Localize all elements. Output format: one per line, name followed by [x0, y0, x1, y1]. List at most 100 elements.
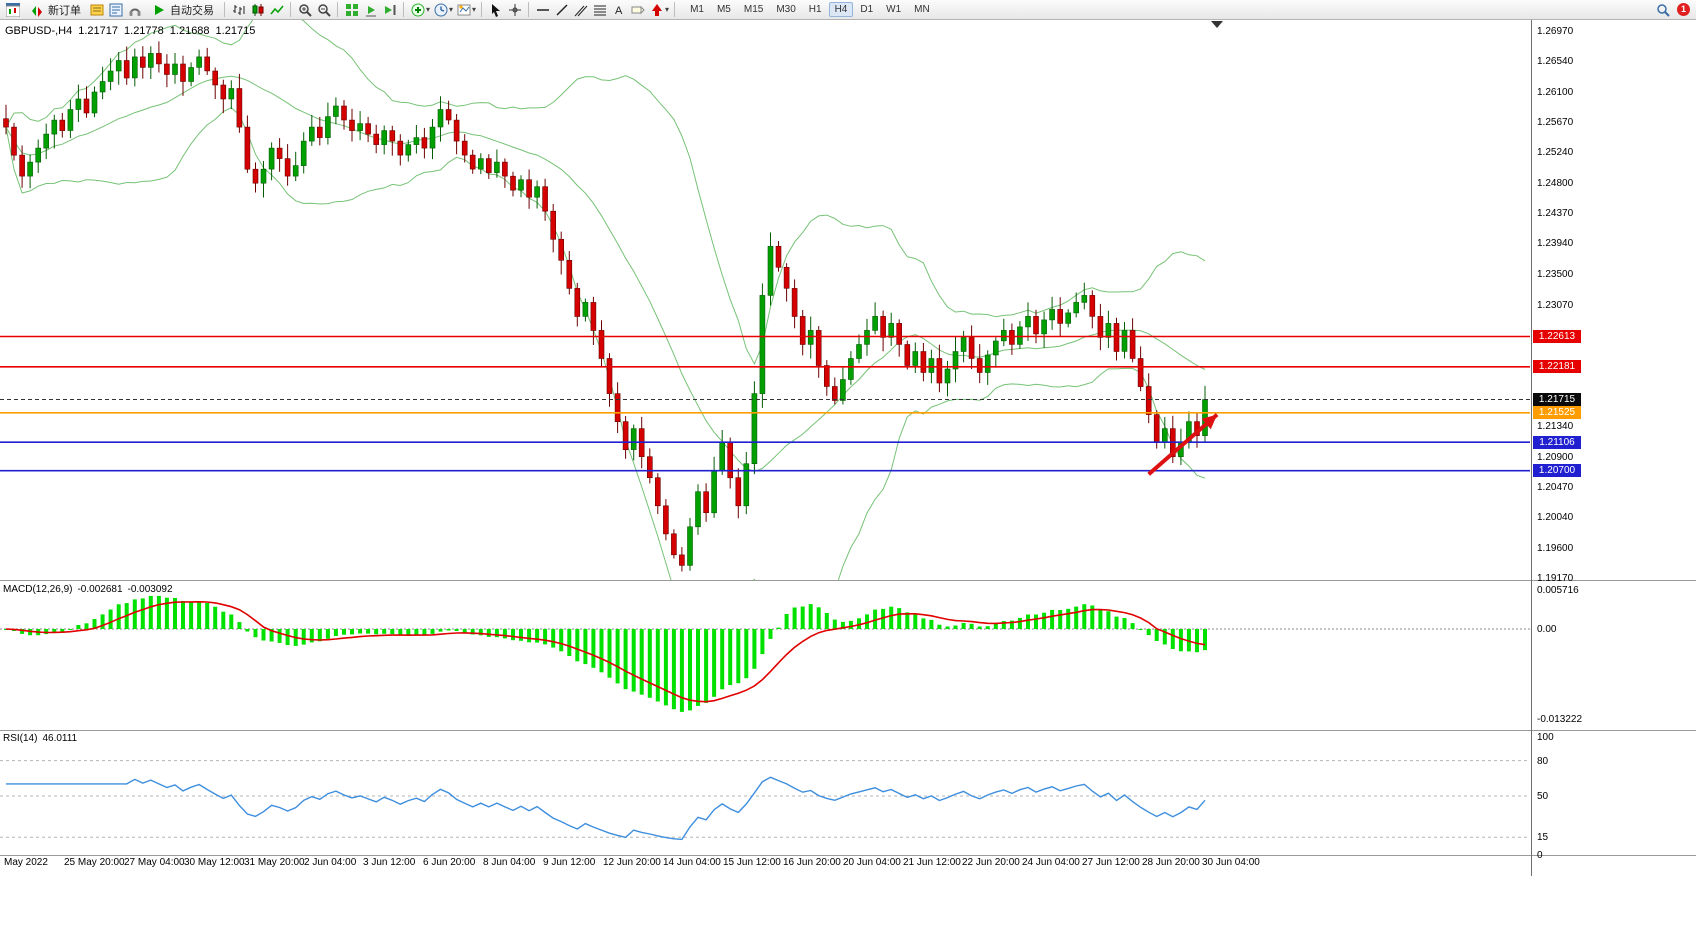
candle[interactable]	[671, 529, 677, 559]
candle[interactable]	[831, 377, 838, 405]
timeframe-MN[interactable]: MN	[914, 4, 930, 15]
line-chart-icon[interactable]	[268, 1, 285, 18]
candle[interactable]	[606, 353, 613, 407]
candle[interactable]	[445, 100, 452, 125]
candle[interactable]	[236, 73, 243, 133]
candle[interactable]	[711, 456, 717, 518]
candle[interactable]	[389, 125, 396, 156]
candle[interactable]	[188, 62, 194, 87]
candle[interactable]	[510, 171, 516, 197]
candle[interactable]	[429, 119, 436, 160]
candle[interactable]	[373, 124, 380, 154]
candle[interactable]	[365, 116, 371, 143]
candle[interactable]	[590, 296, 597, 345]
candle[interactable]	[220, 79, 227, 114]
candle[interactable]	[815, 326, 822, 378]
candle[interactable]	[751, 381, 758, 475]
candle[interactable]	[204, 47, 210, 75]
candle[interactable]	[888, 312, 895, 346]
timeframe-H1[interactable]: H1	[808, 4, 822, 15]
candle[interactable]	[558, 231, 565, 275]
candle[interactable]	[880, 310, 886, 352]
candle[interactable]	[341, 100, 347, 130]
candle[interactable]	[469, 149, 476, 174]
panel-separator[interactable]	[0, 730, 1696, 731]
candle[interactable]	[856, 334, 862, 364]
candle[interactable]	[421, 127, 428, 159]
candle[interactable]	[502, 158, 508, 188]
candle[interactable]	[11, 122, 17, 161]
candle[interactable]	[518, 175, 524, 198]
candle[interactable]	[494, 149, 500, 178]
zoom-in-icon[interactable]	[296, 1, 313, 18]
candle[interactable]	[333, 97, 339, 125]
text-label-icon[interactable]	[629, 1, 646, 18]
candle[interactable]	[1057, 297, 1063, 337]
candle[interactable]	[1025, 302, 1031, 341]
trendline-icon[interactable]	[553, 1, 570, 18]
chart-shift-marker[interactable]	[1211, 21, 1223, 28]
candle[interactable]	[614, 382, 621, 434]
candle[interactable]	[99, 66, 106, 100]
candle[interactable]	[775, 241, 782, 272]
notification-badge[interactable]: 1	[1677, 3, 1690, 16]
candle[interactable]	[437, 96, 444, 142]
templates-dropdown-caret[interactable]: ▾	[472, 5, 477, 14]
candle[interactable]	[783, 263, 790, 302]
candle[interactable]	[534, 180, 540, 209]
candle[interactable]	[622, 416, 629, 459]
candle[interactable]	[759, 283, 766, 408]
rsi-panel[interactable]	[0, 731, 1532, 855]
candle[interactable]	[1000, 318, 1007, 347]
candle[interactable]	[695, 484, 701, 535]
candle[interactable]	[1137, 346, 1144, 392]
market-watch-icon[interactable]	[88, 1, 105, 18]
candle[interactable]	[960, 330, 967, 363]
periods-icon[interactable]	[432, 1, 449, 18]
candle[interactable]	[35, 139, 42, 173]
candle[interactable]	[566, 251, 573, 295]
timeframe-D1[interactable]: D1	[860, 4, 874, 15]
candle[interactable]	[735, 468, 742, 519]
candle[interactable]	[1033, 309, 1039, 344]
candle[interactable]	[1162, 417, 1168, 449]
candle[interactable]	[550, 204, 557, 253]
candle[interactable]	[212, 67, 218, 100]
timeframe-M30[interactable]: M30	[776, 4, 796, 15]
candle[interactable]	[140, 46, 146, 79]
candle[interactable]	[936, 344, 943, 393]
candle[interactable]	[252, 162, 259, 193]
candle[interactable]	[703, 483, 709, 522]
arrows-dropdown-caret[interactable]: ▾	[665, 5, 670, 14]
candle[interactable]	[920, 342, 927, 382]
candle[interactable]	[180, 55, 186, 96]
candle[interactable]	[952, 336, 959, 383]
candle[interactable]	[349, 108, 355, 142]
candle[interactable]	[1097, 303, 1104, 351]
candle[interactable]	[397, 134, 404, 166]
candle[interactable]	[413, 125, 420, 154]
candle[interactable]	[268, 142, 275, 181]
candle[interactable]	[244, 115, 251, 173]
candle[interactable]	[896, 319, 903, 357]
timeframe-M5[interactable]: M5	[716, 4, 731, 15]
zoom-out-icon[interactable]	[315, 1, 332, 18]
candle[interactable]	[1041, 311, 1047, 348]
candle[interactable]	[904, 340, 911, 370]
candle[interactable]	[27, 154, 33, 189]
candle[interactable]	[743, 451, 750, 515]
candle[interactable]	[791, 279, 798, 329]
candle[interactable]	[767, 232, 774, 306]
indicators-icon[interactable]	[409, 1, 426, 18]
periods-dropdown-caret[interactable]: ▾	[449, 5, 454, 14]
candle[interactable]	[840, 366, 846, 405]
candle[interactable]	[1009, 323, 1015, 355]
candle[interactable]	[357, 111, 363, 141]
horizontal-line-icon[interactable]	[534, 1, 551, 18]
candle[interactable]	[284, 144, 291, 186]
candle[interactable]	[727, 437, 734, 489]
candle[interactable]	[1121, 322, 1128, 359]
candle[interactable]	[654, 473, 661, 514]
candle[interactable]	[453, 114, 460, 155]
templates-icon[interactable]	[455, 1, 472, 18]
